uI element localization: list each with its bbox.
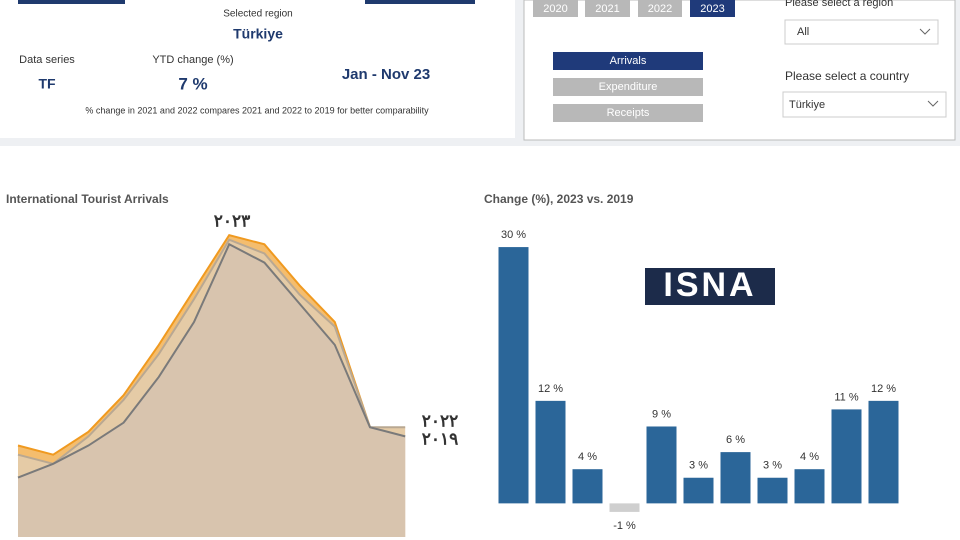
- region-dropdown[interactable]: [784, 19, 939, 45]
- note: % change in 2021 and 2022 compares 2021 …: [85, 105, 429, 115]
- value-label: 3 %: [763, 460, 782, 472]
- label: Please select a country: [785, 69, 909, 83]
- year-label: 2021: [595, 3, 619, 15]
- bar: [498, 247, 529, 504]
- measure-label: Receipts: [607, 107, 650, 119]
- dropdown-value: Türkiye: [789, 99, 825, 111]
- summary-panel: [0, 0, 515, 138]
- bar: [720, 452, 751, 504]
- header-bar: [18, 0, 125, 4]
- series-label: ۲۰۲۲: [422, 411, 459, 430]
- watermark-box: [645, 268, 775, 305]
- period: Jan - Nov 23: [342, 66, 430, 83]
- value-label: 3 %: [689, 460, 708, 472]
- header-bar: [365, 0, 475, 4]
- value-label: 12 %: [871, 383, 896, 395]
- year-label: 2022: [648, 3, 672, 15]
- label: Selected region: [223, 9, 293, 20]
- bar: [831, 409, 862, 504]
- bar: [572, 469, 603, 504]
- value-label: 11 %: [834, 391, 858, 403]
- chevron: [927, 100, 939, 107]
- value-label: 4 %: [800, 451, 819, 463]
- measure-label: Expenditure: [599, 81, 658, 93]
- bar: [683, 477, 714, 504]
- series-label: ۲۰۱۹: [422, 429, 459, 448]
- measure-button[interactable]: [553, 52, 703, 70]
- label: YTD change (%): [152, 54, 233, 66]
- value-label: 6 %: [726, 434, 745, 446]
- value-label: 12 %: [538, 383, 563, 395]
- bar: [794, 469, 825, 504]
- value: 7 %: [178, 74, 207, 93]
- value-label: 9 %: [652, 408, 671, 420]
- year-label: 2023: [700, 3, 724, 15]
- label: Data series: [19, 54, 75, 66]
- area-line: [17, 233, 371, 456]
- bar: [646, 426, 677, 504]
- value-label: 30 %: [501, 229, 526, 241]
- chevron: [919, 28, 931, 35]
- measure-button[interactable]: [553, 104, 703, 122]
- value-label: -1 %: [613, 520, 636, 532]
- bar: [535, 400, 566, 504]
- year-button[interactable]: [585, 0, 630, 17]
- value-label: 4 %: [578, 451, 597, 463]
- chart-title: International Tourist Arrivals: [6, 192, 169, 206]
- year-label: 2020: [543, 3, 567, 15]
- area: [18, 244, 406, 537]
- year-button[interactable]: [533, 0, 578, 17]
- year-button[interactable]: [690, 0, 735, 17]
- year-button[interactable]: [638, 0, 682, 17]
- bar: [609, 503, 640, 512]
- watermark: ISNA: [663, 266, 756, 304]
- chart-title: Change (%), 2023 vs. 2019: [484, 192, 634, 206]
- value: Türkiye: [233, 26, 283, 42]
- bar: [757, 477, 788, 504]
- area-line: [17, 242, 406, 479]
- label: Please select a region: [785, 0, 893, 9]
- dropdown-value: All: [797, 26, 809, 38]
- value: TF: [38, 76, 56, 92]
- bar: [868, 400, 899, 504]
- country-dropdown[interactable]: [782, 91, 947, 118]
- measure-button[interactable]: [553, 78, 703, 96]
- area-line: [17, 238, 406, 465]
- series-label: ۲۰۲۳: [214, 211, 251, 230]
- measure-label: Arrivals: [610, 55, 647, 67]
